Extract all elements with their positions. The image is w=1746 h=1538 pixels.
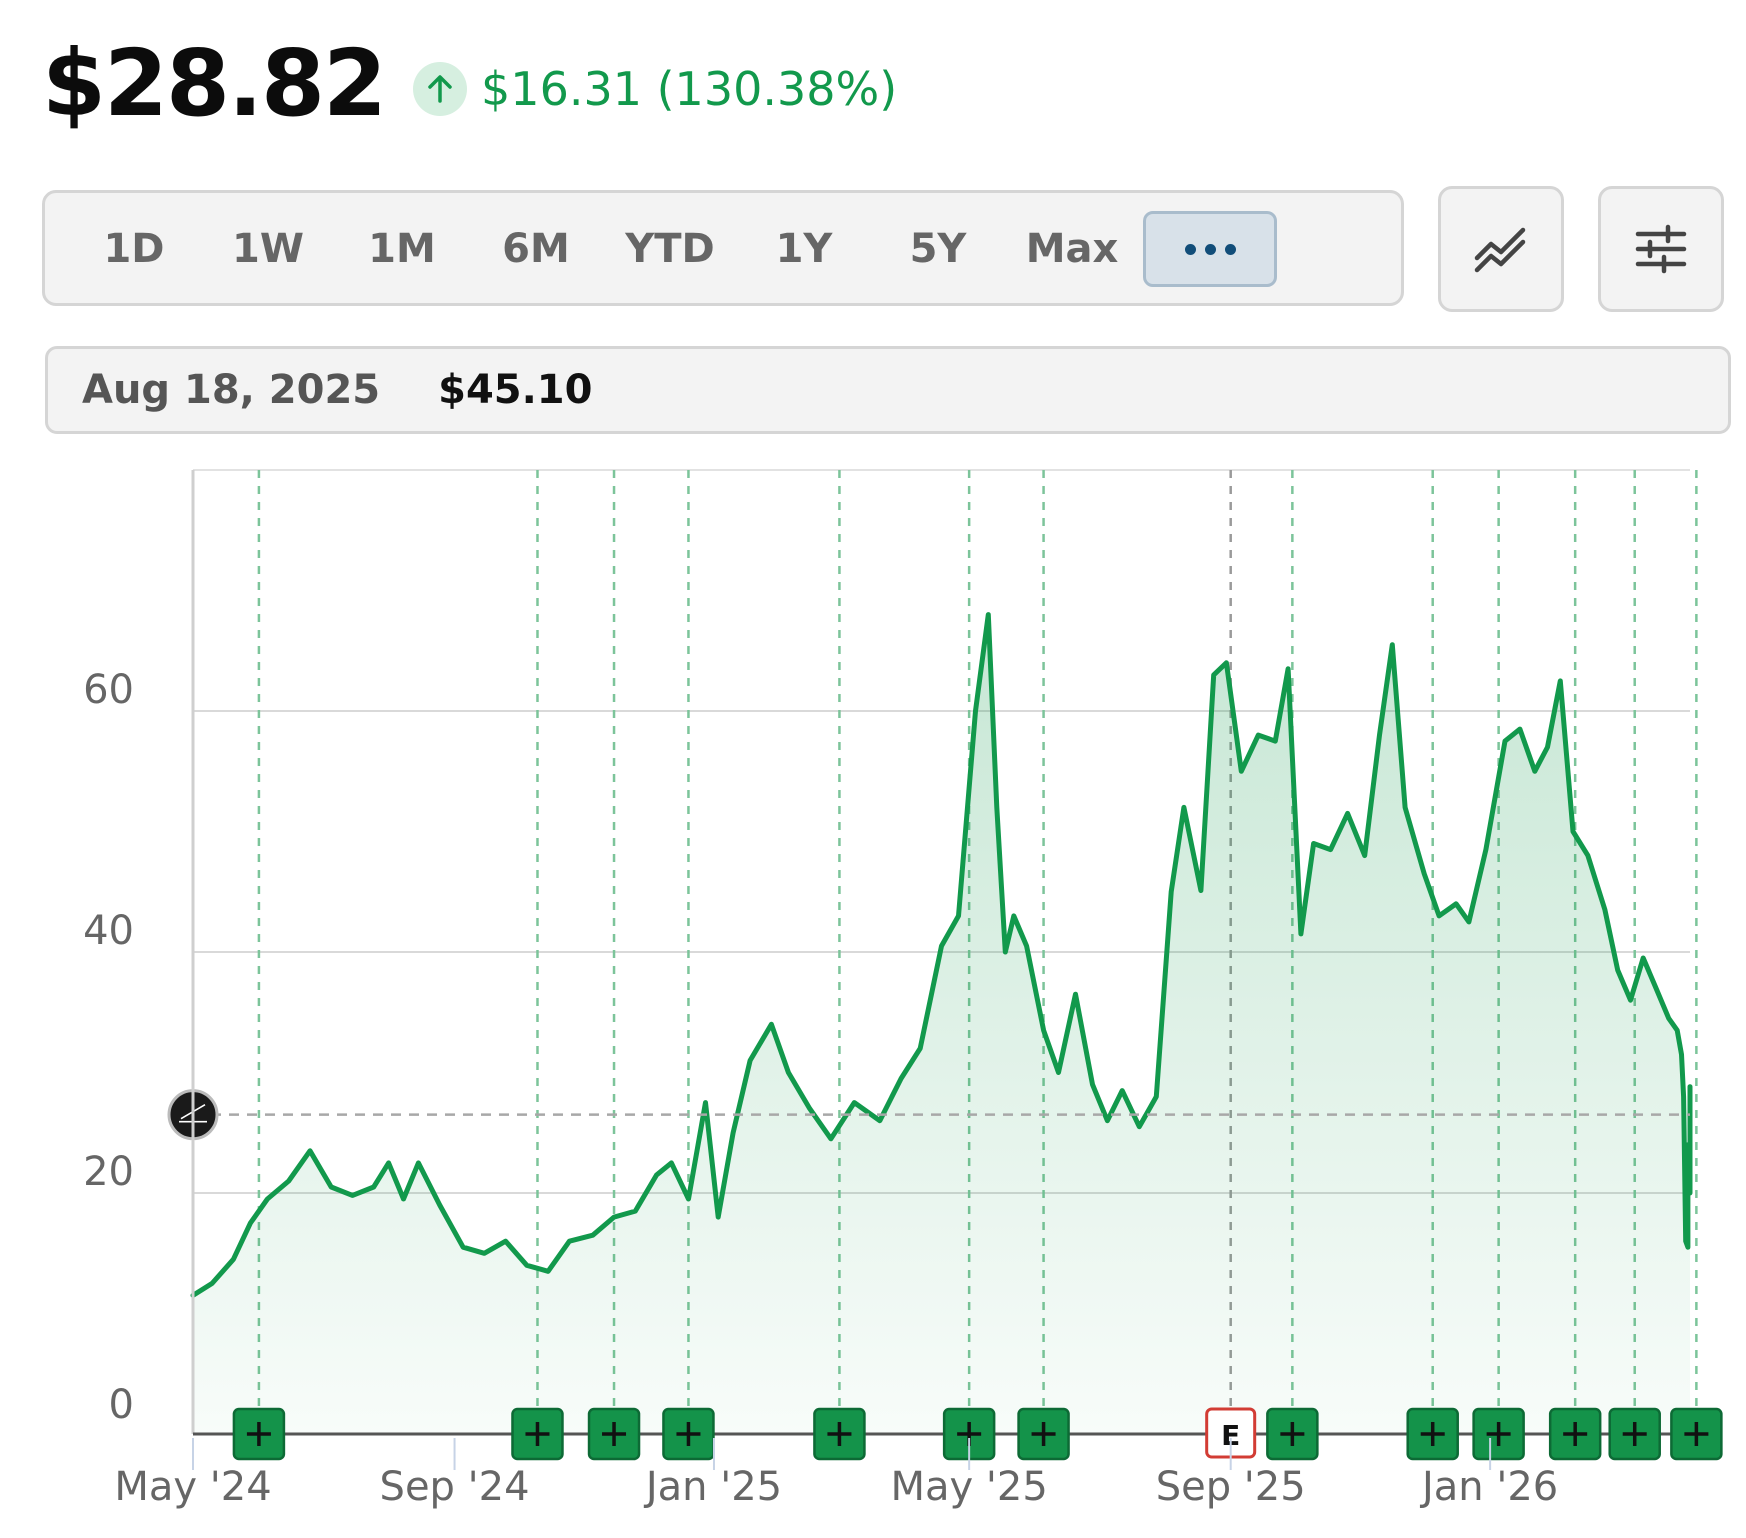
dividend-marker[interactable] (1548, 1407, 1602, 1461)
earnings-marker-label: E (1221, 1419, 1240, 1452)
x-tick-label: Sep '24 (380, 1464, 530, 1510)
dividend-marker[interactable] (1017, 1407, 1070, 1461)
x-tick-label: Jan '25 (643, 1464, 782, 1510)
current-price: $28.82 (42, 29, 387, 137)
hover-date: Aug 18, 2025 (82, 367, 381, 413)
x-tick-label: Jan '26 (1419, 1464, 1558, 1510)
dividend-marker[interactable] (1670, 1407, 1723, 1461)
plus-icon (602, 1422, 627, 1446)
y-tick-label: 60 (83, 667, 134, 713)
plus-icon (1684, 1422, 1709, 1446)
plus-icon (525, 1422, 550, 1446)
range-ytd-button[interactable]: YTD (625, 226, 715, 272)
compare-button[interactable] (1438, 186, 1564, 312)
y-tick-label: 40 (83, 908, 134, 954)
sliders-icon (1635, 224, 1687, 274)
range-1m-button[interactable]: 1M (368, 226, 436, 272)
range-6m-button[interactable]: 6M (502, 226, 570, 272)
dividend-marker[interactable] (232, 1407, 286, 1461)
x-tick-label: May '24 (114, 1464, 271, 1510)
plus-icon (1031, 1422, 1056, 1446)
plus-icon (1563, 1422, 1588, 1446)
price-line (190, 612, 1693, 1298)
more-options-button[interactable] (1143, 211, 1277, 287)
plus-icon (1280, 1422, 1305, 1446)
more-dots-icon (1184, 243, 1236, 255)
plus-icon (1622, 1422, 1647, 1446)
dividend-marker[interactable] (587, 1407, 641, 1461)
dividend-marker[interactable] (1406, 1407, 1459, 1461)
change-value: $16.31 (130.38%) (481, 62, 898, 116)
plus-icon (1420, 1422, 1445, 1446)
dividend-marker[interactable] (662, 1407, 715, 1461)
dividend-marker[interactable] (1608, 1407, 1661, 1461)
chart-settings-button[interactable] (1598, 186, 1724, 312)
range-5y-button[interactable]: 5Y (909, 226, 967, 272)
range-1w-button[interactable]: 1W (232, 226, 304, 272)
x-tick-label: May '25 (890, 1464, 1047, 1510)
compare-lines-icon (1474, 227, 1526, 273)
hover-info-bar: Aug 18, 2025 $45.10 (45, 346, 1731, 434)
dividend-marker[interactable] (511, 1407, 564, 1461)
x-tick-label: Sep '25 (1156, 1464, 1306, 1510)
plus-icon (1486, 1422, 1511, 1446)
range-1y-button[interactable]: 1Y (775, 226, 833, 272)
price-header: $28.82 $16.31 (130.38%) (42, 28, 897, 138)
range-1d-button[interactable]: 1D (103, 226, 165, 272)
range-max-button[interactable]: Max (1025, 226, 1119, 272)
price-area-fill (193, 614, 1690, 1434)
dividend-marker[interactable] (1266, 1407, 1319, 1461)
range-selector: 1D 1W 1M 6M YTD 1Y 5Y Max (42, 190, 1404, 306)
plus-icon (246, 1422, 271, 1446)
dividend-marker[interactable] (1472, 1407, 1525, 1461)
arrow-up-icon (413, 62, 468, 116)
y-tick-label: 0 (109, 1382, 134, 1428)
hover-price: $45.10 (438, 367, 593, 413)
plus-icon (827, 1422, 852, 1446)
price-change: $16.31 (130.38%) (413, 62, 897, 116)
y-tick-label: 20 (83, 1149, 134, 1195)
price-chart[interactable]: E 0 20 40 60 May '24 Sep '24 Jan '25 May '25 Sep… (0, 440, 1746, 1538)
dividend-marker[interactable] (813, 1407, 866, 1461)
plus-icon (676, 1422, 701, 1446)
